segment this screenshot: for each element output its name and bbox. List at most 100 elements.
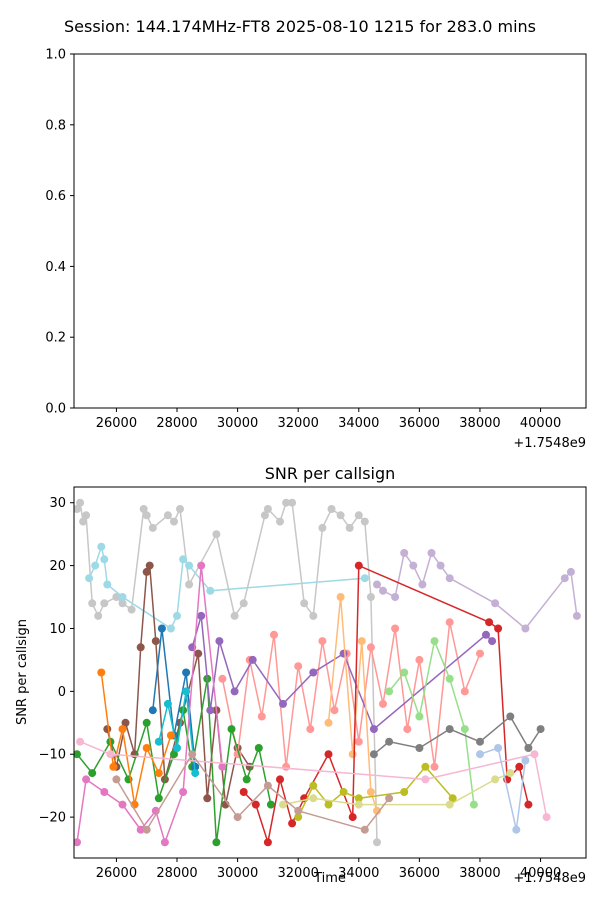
snr-point [430,637,439,646]
snr-point [339,788,348,796]
snr-point [185,580,194,589]
snr-point [215,637,224,646]
snr-point [142,567,151,576]
top-axes: 26000 28000 30000 32000 34000 36000 38000 40000… [45,48,587,451]
snr-point [145,561,154,570]
snr-series-line [243,564,530,843]
snr-point [218,762,227,771]
snr-point [572,611,581,620]
snr-point [385,737,394,746]
snr-x-tick-label: 32000 [278,866,319,881]
snr-point [348,813,357,822]
snr-point [279,699,287,708]
snr-point [391,593,400,601]
snr-point [142,718,151,727]
snr-point [263,505,272,513]
snr-point [485,618,494,627]
snr-point [288,819,297,828]
snr-point [282,762,291,771]
snr-point [154,794,163,803]
snr-point [460,725,469,734]
snr-point [494,624,503,633]
snr-point [79,517,88,526]
snr-x-tick-label: 34000 [338,866,379,881]
snr-point [512,825,521,834]
snr-point [324,718,333,727]
snr-point [276,517,284,526]
snr-point [524,744,533,752]
snr-point [530,750,539,759]
snr-point [536,725,545,734]
snr-point [366,788,375,796]
snr-point [448,794,457,803]
snr-point [354,794,363,803]
snr-y-axis-label: SNR per callsign [15,619,30,725]
snr-point [288,498,297,507]
snr-point [203,794,212,803]
snr-point [88,769,97,778]
snr-point [445,674,454,683]
snr-point [76,498,85,507]
snr-series-line [479,747,527,830]
snr-point [430,762,439,771]
snr-point [74,505,81,513]
snr-point [491,775,500,784]
snr-point [148,706,157,715]
top-plot-frame [73,53,587,409]
snr-point [103,725,112,734]
snr-x-tick-label: 38000 [459,866,500,881]
snr-point [357,637,366,646]
snr-point [188,750,197,759]
snr-point [521,756,530,765]
snr-point [166,624,175,633]
snr-point [97,542,106,551]
snr-point [148,523,157,532]
snr-point [421,762,430,771]
snr-point [309,781,318,790]
snr-point [306,725,315,734]
snr-point [400,788,409,796]
snr-x-tick-label: 40000 [520,866,561,881]
snr-point [154,769,163,778]
snr-point [182,668,191,677]
snr-point [100,788,109,796]
snr-point [373,580,381,589]
snr-point [379,586,387,595]
snr-point [506,712,515,721]
snr-point [266,800,275,809]
snr-point [515,762,524,771]
snr-point [121,718,130,727]
snr-point [212,838,221,847]
snr-point [142,511,151,520]
snr-point [191,769,200,778]
figure-suptitle: Session: 144.174MHz-FT8 2025-08-10 1215 … [64,17,536,36]
snr-point [94,611,103,620]
snr-point [445,618,454,627]
snr-series-line [115,752,390,832]
snr-point [106,750,115,759]
snr-point [494,744,503,752]
snr-point [476,737,484,746]
snr-point [82,775,91,784]
snr-point [403,725,412,734]
snr-point [179,555,188,564]
snr-point [127,605,136,614]
top-y-tick-label: 0.8 [45,118,66,133]
snr-point [260,511,269,520]
top-x-tick-label: 36000 [399,416,440,431]
snr-point [100,555,109,564]
snr-point [354,511,363,520]
top-x-tick-label: 32000 [278,416,319,431]
snr-point [182,687,191,696]
snr-point [415,712,424,721]
snr-series-group [74,498,581,847]
snr-series-line [191,615,493,731]
snr-point [445,800,454,809]
snr-point [74,838,81,847]
top-x-tick-label: 40000 [520,416,561,431]
snr-point [400,668,409,677]
snr-point [197,611,206,620]
snr-point [251,800,260,809]
snr-point [327,505,336,513]
snr-point [160,838,169,847]
